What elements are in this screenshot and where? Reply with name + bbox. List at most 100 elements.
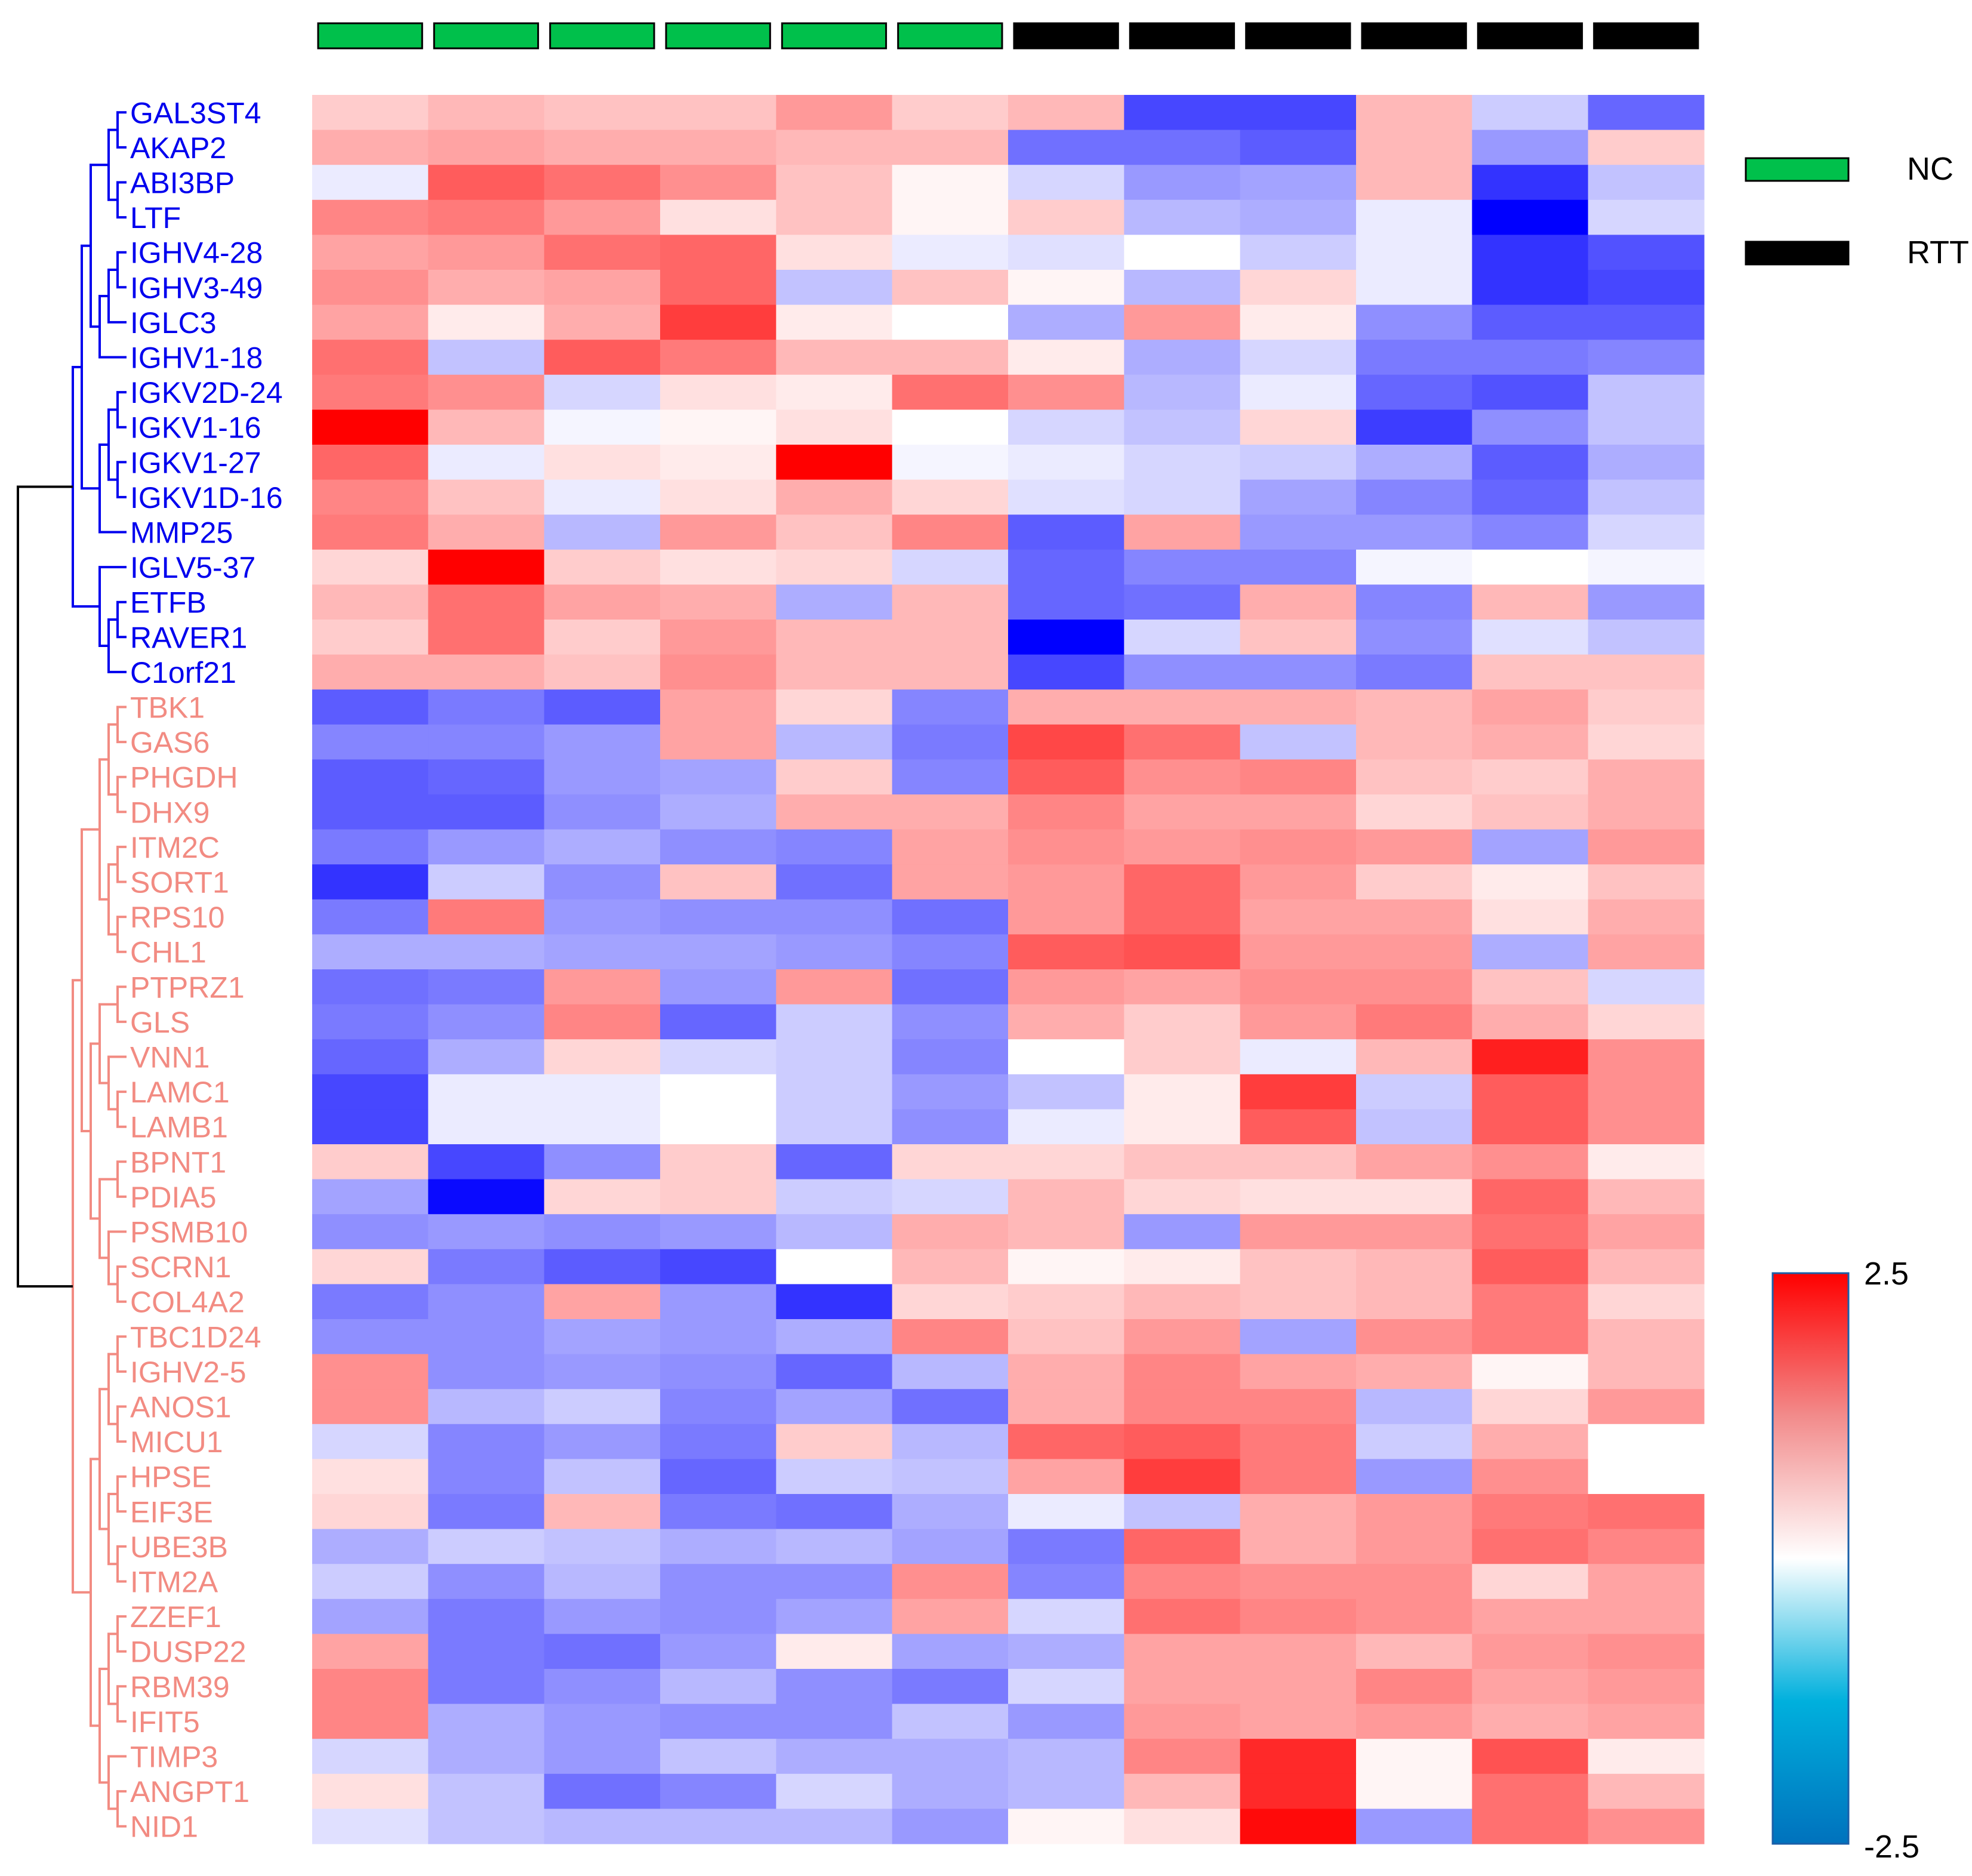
heatmap-cell xyxy=(312,899,429,935)
dendrogram-branch xyxy=(90,1042,100,1220)
heatmap-cell xyxy=(776,165,893,201)
heatmap-cell xyxy=(312,374,429,410)
heatmap-cell xyxy=(1008,864,1124,900)
heatmap-cell xyxy=(776,479,893,515)
heatmap-cell xyxy=(1240,374,1357,410)
heatmap-cell xyxy=(1240,1214,1357,1250)
group-bar-nc-2 xyxy=(433,22,540,50)
dendrogram-branch xyxy=(116,916,127,953)
heatmap-cell xyxy=(1240,1494,1357,1530)
heatmap-cell xyxy=(660,304,777,340)
heatmap-cell xyxy=(892,689,1009,725)
gene-label: CHL1 xyxy=(130,936,207,969)
heatmap-cell xyxy=(892,584,1009,620)
heatmap-cell xyxy=(1240,1354,1357,1390)
heatmap-cell xyxy=(1588,1039,1705,1075)
heatmap-cell xyxy=(1472,969,1589,1005)
heatmap-cell xyxy=(312,445,429,480)
heatmap-cell xyxy=(1124,445,1241,480)
heatmap-cell xyxy=(660,1214,777,1250)
heatmap-cell xyxy=(544,759,661,795)
heatmap-cell xyxy=(1124,1494,1241,1530)
heatmap-cell xyxy=(1472,1809,1589,1844)
heatmap-cell xyxy=(544,1284,661,1320)
dendrogram-branch xyxy=(116,1545,127,1583)
heatmap-cell xyxy=(312,829,429,865)
heatmap-cell xyxy=(1124,864,1241,900)
heatmap-cell xyxy=(1356,304,1472,340)
heatmap-cell xyxy=(1356,479,1472,515)
heatmap-cell xyxy=(1472,654,1589,690)
heatmap-cell xyxy=(428,340,545,375)
heatmap-cell xyxy=(312,1773,429,1809)
heatmap-cell xyxy=(1588,1004,1705,1040)
heatmap-cell xyxy=(1240,1179,1357,1215)
heatmap-cell xyxy=(776,445,893,480)
gene-label: IGHV2-5 xyxy=(130,1356,246,1389)
heatmap-cell xyxy=(892,1529,1009,1564)
gene-label: GLS xyxy=(130,1006,190,1039)
heatmap-cell xyxy=(428,409,545,445)
heatmap-cell xyxy=(428,794,545,830)
heatmap-cell xyxy=(1008,479,1124,515)
gene-label: RAVER1 xyxy=(130,621,247,654)
heatmap-cell xyxy=(544,1598,661,1634)
dendrogram-branch xyxy=(116,1475,127,1513)
heatmap-cell xyxy=(1240,829,1357,865)
heatmap-cell xyxy=(892,1773,1009,1809)
heatmap-cell xyxy=(544,199,661,235)
gene-label: VNN1 xyxy=(130,1041,209,1074)
heatmap-cell xyxy=(1588,1074,1705,1110)
heatmap-cell xyxy=(1240,1809,1357,1844)
heatmap-cell xyxy=(544,620,661,655)
heatmap-cell xyxy=(892,1179,1009,1215)
heatmap-cell xyxy=(1008,340,1124,375)
dendrogram-branch xyxy=(107,1493,118,1566)
heatmap-cell xyxy=(1124,409,1241,445)
dendrogram-branch xyxy=(116,111,127,149)
heatmap-cell xyxy=(544,374,661,410)
heatmap-cell xyxy=(312,1389,429,1425)
heatmap-cell xyxy=(660,549,777,585)
heatmap-cell xyxy=(776,1598,893,1634)
heatmap-cell xyxy=(892,1144,1009,1180)
gene-label: GAS6 xyxy=(130,726,209,759)
gene-label: PHGDH xyxy=(130,761,238,794)
heatmap-cell xyxy=(1356,759,1472,795)
heatmap-cell xyxy=(1472,199,1589,235)
heatmap-cell xyxy=(1588,1424,1705,1459)
heatmap-cell xyxy=(660,1564,777,1600)
heatmap-cell xyxy=(312,1424,429,1459)
heatmap-cell xyxy=(1588,1249,1705,1284)
heatmap-cell xyxy=(1124,1004,1241,1040)
heatmap-cell xyxy=(1356,340,1472,375)
heatmap-cell xyxy=(544,899,661,935)
heatmap-cell xyxy=(1124,1249,1241,1284)
gene-label: LTF xyxy=(130,201,181,235)
heatmap-cell xyxy=(1356,409,1472,445)
heatmap-cell xyxy=(428,199,545,235)
heatmap-cell xyxy=(312,689,429,725)
heatmap-cell xyxy=(1124,1284,1241,1320)
gene-label: COL4A2 xyxy=(130,1286,245,1319)
heatmap-cell xyxy=(892,1214,1009,1250)
heatmap-cell xyxy=(660,340,777,375)
heatmap-cell xyxy=(776,374,893,410)
heatmap-cell xyxy=(892,1634,1009,1669)
heatmap-cell xyxy=(1124,1669,1241,1705)
heatmap-cell xyxy=(312,1354,429,1390)
heatmap-cell xyxy=(892,165,1009,201)
heatmap-cell xyxy=(660,1739,777,1775)
heatmap-cell xyxy=(776,969,893,1005)
heatmap-cell xyxy=(776,304,893,340)
heatmap-cell xyxy=(1124,1704,1241,1739)
gene-label: IGKV1D-16 xyxy=(130,481,283,515)
heatmap-cell xyxy=(1008,1634,1124,1669)
heatmap-cell xyxy=(1472,165,1589,201)
heatmap-cell xyxy=(1472,235,1589,270)
heatmap-cell xyxy=(1356,829,1472,865)
group-legend: NC RTT xyxy=(1745,151,1969,270)
heatmap-cell xyxy=(1008,1459,1124,1495)
gene-label: ABI3BP xyxy=(130,167,235,200)
heatmap-cell xyxy=(892,620,1009,655)
